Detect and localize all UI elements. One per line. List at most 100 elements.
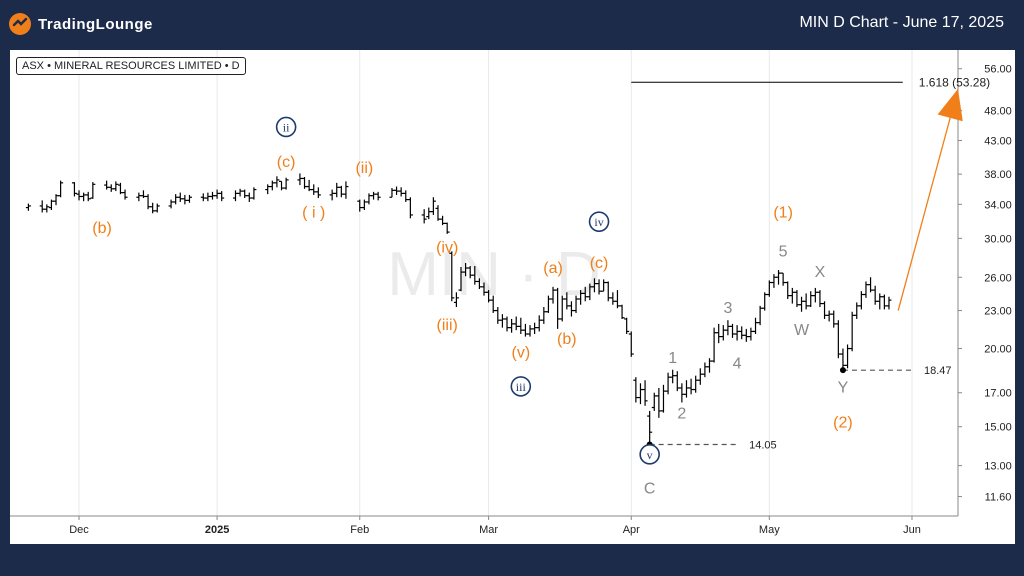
ohlc-bar — [242, 189, 248, 199]
wave-label: (b) — [557, 331, 577, 348]
y-tick-label: 17.00 — [984, 388, 1012, 400]
ohlc-bar — [840, 348, 846, 371]
ohlc-bar — [845, 344, 851, 369]
ohlc-bar — [145, 194, 151, 210]
ohlc-bar — [430, 197, 436, 215]
ohlc-bar — [219, 191, 225, 202]
ohlc-bar — [568, 301, 574, 317]
price-chart[interactable]: MIN · D 56.00 48.00 43.00 38.00 34.00 30.00 26.… — [10, 50, 1015, 544]
ohlc-bar — [117, 182, 123, 195]
ohlc-bar — [472, 265, 478, 285]
ohlc-bar — [232, 190, 238, 202]
ohlc-bar — [495, 307, 501, 324]
ohlc-bar — [440, 215, 446, 226]
ohlc-bar — [776, 270, 782, 285]
ohlc-bar — [366, 193, 372, 205]
ohlc-bar — [371, 191, 377, 200]
ohlc-bar — [44, 204, 50, 213]
ohlc-bar — [822, 301, 828, 319]
brand-logo[interactable]: TradingLounge — [8, 12, 153, 36]
ohlc-bar — [753, 317, 759, 335]
ohlc-bar — [596, 279, 602, 295]
ohlc-bar — [200, 193, 206, 202]
y-tick-label: 43.00 — [984, 136, 1012, 148]
ohlc-bar — [541, 307, 547, 324]
x-tick-label: May — [759, 524, 780, 536]
ohlc-bar — [550, 286, 556, 304]
ohlc-bar — [274, 176, 280, 188]
ohlc-bar — [605, 281, 611, 302]
ohlc-bar — [81, 192, 87, 202]
ohlc-bar — [522, 323, 528, 337]
wave-label: (c) — [277, 154, 296, 171]
wave-label: 2 — [677, 406, 686, 423]
price-level-label: 18.47 — [924, 365, 952, 377]
ohlc-bar — [766, 280, 772, 297]
ohlc-bar — [476, 278, 482, 289]
ohlc-bar — [794, 290, 800, 308]
ohlc-bar — [334, 182, 340, 198]
ohlc-bar — [683, 380, 689, 398]
ohlc-bar — [739, 326, 745, 340]
wave-label: C — [644, 480, 656, 497]
ohlc-bar — [578, 290, 584, 305]
ohlc-bar — [444, 222, 450, 234]
ohlc-bar — [407, 197, 413, 219]
ohlc-bar — [182, 194, 188, 205]
ohlc-bar — [826, 310, 832, 322]
ohlc-bar — [849, 311, 855, 352]
projection-arrow-head-icon — [937, 88, 963, 122]
ohlc-bar — [265, 184, 271, 195]
y-tick-label: 38.00 — [984, 169, 1012, 181]
ohlc-bar — [104, 180, 110, 190]
ohlc-bar — [693, 375, 699, 393]
ohlc-bar — [394, 186, 400, 195]
ohlc-bar — [863, 281, 869, 298]
x-tick-label: Jun — [903, 524, 921, 536]
chart-panel: MIN · D 56.00 48.00 43.00 38.00 34.00 30.00 26.… — [10, 50, 1015, 544]
ohlc-bar — [610, 292, 616, 305]
ohlc-bar — [697, 368, 703, 385]
symbol-label[interactable]: ASX • MINERAL RESOURCES LIMITED • D — [16, 57, 246, 75]
ohlc-bar — [361, 199, 367, 211]
wave-label: (iii) — [437, 317, 458, 334]
ohlc-bar — [209, 191, 215, 200]
ohlc-bar — [817, 290, 823, 308]
ohlc-bar — [25, 203, 31, 211]
ohlc-bar — [122, 189, 128, 200]
ohlc-bar — [311, 184, 317, 195]
y-tick-label: 48.00 — [984, 106, 1012, 118]
ohlc-bar — [748, 327, 754, 341]
ohlc-bar — [315, 187, 321, 199]
ohlc-bar — [799, 296, 805, 312]
brand-name: TradingLounge — [38, 15, 153, 33]
ohlc-bar — [527, 325, 533, 337]
ohlc-bar — [789, 287, 795, 304]
ohlc-bar — [302, 177, 308, 189]
wave-label: iii — [516, 380, 527, 394]
ohlc-bar — [421, 209, 427, 224]
ohlc-bar — [660, 384, 666, 413]
ohlc-bar — [168, 199, 174, 209]
ohlc-bar — [113, 181, 119, 192]
ohlc-bar — [633, 377, 639, 403]
y-tick-label: 15.00 — [984, 422, 1012, 434]
ohlc-bar — [375, 191, 381, 201]
ohlc-bar — [711, 327, 717, 363]
ohlc-bar — [674, 371, 680, 392]
ohlc-bar — [154, 203, 160, 213]
ohlc-bar — [490, 295, 496, 313]
ohlc-bar — [463, 262, 469, 277]
tradinglounge-logo-icon — [9, 13, 31, 35]
ohlc-bar — [614, 290, 620, 309]
ohlc-bar — [453, 292, 459, 308]
ohlc-bar — [757, 305, 763, 326]
ohlc-bar — [812, 287, 818, 303]
ohlc-bar — [785, 281, 791, 300]
ohlc-bar — [831, 310, 837, 328]
ohlc-bar — [665, 372, 671, 395]
ohlc-bar — [398, 187, 404, 197]
wave-label: (ii) — [355, 160, 373, 177]
ohlc-bar — [150, 202, 156, 214]
ohlc-bar — [656, 387, 662, 418]
